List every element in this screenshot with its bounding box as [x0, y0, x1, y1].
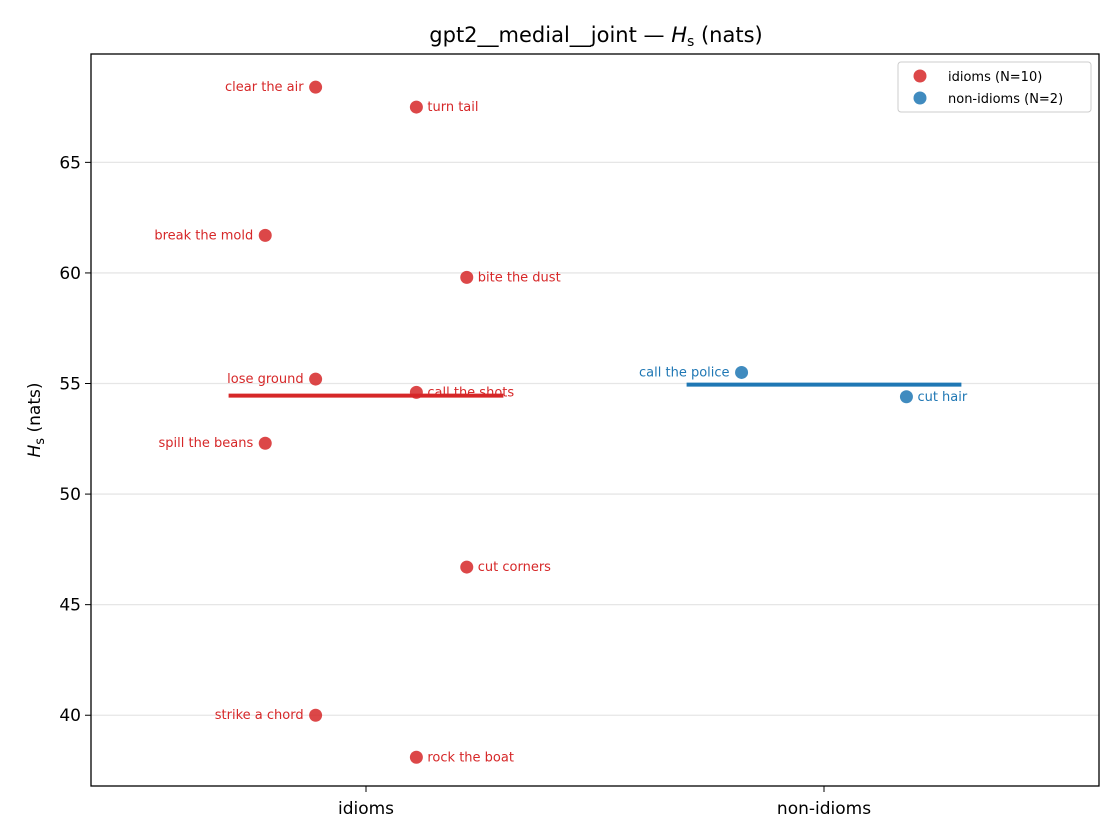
legend-marker [913, 91, 927, 105]
point-labels: clear the air turn tail break the mold bite… [154, 80, 968, 765]
point-label: turn tail [427, 100, 478, 115]
data-point [258, 228, 272, 242]
point-label: strike a chord [215, 708, 304, 723]
mean-lines [228, 382, 962, 398]
grid [91, 161, 1099, 716]
point-label: bite the dust [478, 270, 561, 285]
point-label: cut corners [478, 560, 551, 575]
y-tick-label: 40 [59, 706, 81, 726]
y-tick-label: 55 [59, 375, 81, 395]
y-tick-label: 65 [59, 153, 81, 173]
data-point [460, 270, 474, 284]
data-point [409, 750, 423, 764]
data-point [309, 372, 323, 386]
data-point [309, 80, 323, 94]
point-label: cut hair [917, 390, 967, 405]
data-point [309, 708, 323, 722]
data-points [258, 80, 913, 764]
y-axis-label: Hs (nats) [25, 383, 48, 458]
y-axis: 40 45 50 55 60 65 [59, 153, 91, 726]
x-tick-label: non-idioms [777, 799, 871, 819]
point-label: rock the boat [427, 750, 514, 765]
data-point [460, 560, 474, 574]
x-axis: idioms non-idioms [338, 786, 871, 819]
legend-box [897, 61, 1092, 113]
data-point [258, 436, 272, 450]
y-tick-label: 60 [59, 264, 81, 284]
legend-label: non-idioms (N=2) [948, 92, 1063, 107]
data-point [899, 390, 913, 404]
legend-label: idioms (N=10) [948, 70, 1042, 85]
y-tick-label: 45 [59, 596, 81, 616]
point-label: spill the beans [159, 436, 254, 451]
plot-frame [90, 53, 1100, 787]
data-point [735, 365, 749, 379]
data-point [409, 385, 423, 399]
x-tick-label: idioms [338, 799, 394, 819]
point-label: lose ground [227, 372, 303, 387]
point-label: call the police [639, 365, 730, 380]
y-tick-label: 50 [59, 485, 81, 505]
point-label: call the shots [427, 385, 514, 400]
point-label: break the mold [154, 228, 253, 243]
point-label: clear the air [225, 80, 304, 95]
chart-title: gpt2__medial__joint — Hs (nats) [429, 23, 762, 50]
data-point [409, 100, 423, 114]
legend: idioms (N=10) non-idioms (N=2) [897, 61, 1092, 113]
legend-marker [913, 69, 927, 83]
